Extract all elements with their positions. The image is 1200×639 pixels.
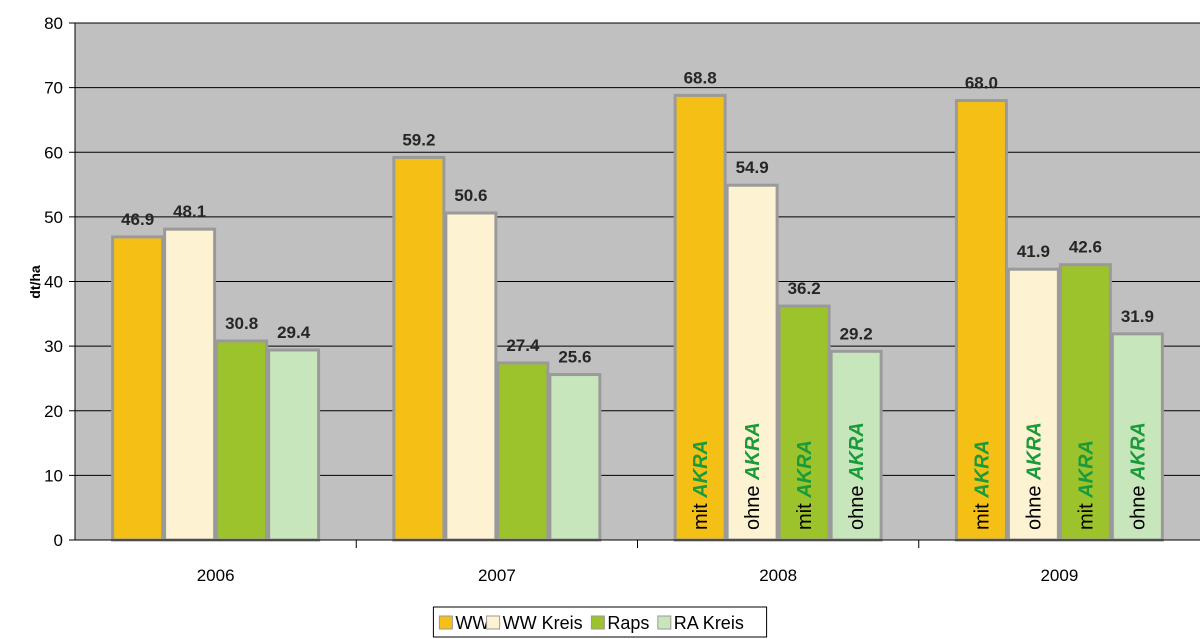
legend-swatch [438,615,453,630]
bar-raps [496,361,550,542]
data-label: 29.4 [277,323,311,342]
data-label: 29.2 [840,324,873,343]
bar-annotation: mit AKRA [971,440,993,530]
x-tick-label: 2007 [478,566,516,585]
data-label: 59.2 [402,130,435,149]
bar-ww [392,155,446,542]
data-label: 41.9 [1017,242,1050,261]
data-label: 48.1 [173,202,206,221]
legend-label: WW [455,613,489,633]
bar-ra-kreis [829,349,883,542]
data-label: 42.6 [1069,238,1102,257]
y-tick-label: 10 [44,466,63,485]
bars [111,93,1164,542]
y-tick-label: 70 [44,79,63,98]
y-tick-label: 80 [44,14,63,33]
annotation-akra: AKRA [690,440,712,499]
bar-ww [954,99,1008,542]
bar-ww [111,235,165,542]
annotation-akra: AKRA [846,422,868,481]
legend-swatch [590,615,605,630]
bar-ww-kreis [444,211,498,542]
bar-ra-kreis [548,373,602,542]
axes: 0 10 20 30 40 50 60 70 80 2006 2007 2008 2009 [44,14,1200,585]
annotation-prefix: ohne [742,480,764,530]
bar-raps [215,339,269,542]
y-tick-label: 50 [44,208,63,227]
annotation-prefix: mit [971,498,993,530]
y-tick-label: 20 [44,402,63,421]
annotation-akra: AKRA [1023,422,1045,481]
legend-label: Raps [607,613,649,633]
x-tick-label: 2009 [1040,566,1078,585]
data-label: 46.9 [121,210,154,229]
annotation-akra: AKRA [1127,422,1149,481]
bar-annotation: mit AKRA [1075,440,1097,530]
bar-annotation: ohne AKRA [1023,422,1045,530]
bar-ww [673,93,727,542]
data-label: 50.6 [454,186,487,205]
legend-label: WW Kreis [503,613,583,633]
bar-annotation: ohne AKRA [1127,422,1149,530]
legend: WW WW Kreis Raps RA Kreis [432,606,768,638]
bar-raps [777,304,831,542]
annotation-akra: AKRA [971,440,993,499]
bar-annotation: mit AKRA [690,440,712,530]
annotation-prefix: mit [1075,498,1097,530]
x-tick-label: 2008 [759,566,797,585]
bar-ww-kreis [163,227,217,542]
annotation-akra: AKRA [742,422,764,481]
x-tick-label: 2006 [197,566,235,585]
annotation-prefix: ohne [1023,480,1045,530]
bar-annotation: ohne AKRA [742,422,764,530]
value-labels: 46.9 48.1 30.8 29.4 59.2 50.6 27.4 25.6 68.8 54.9… [121,68,1154,366]
bar-annotation: ohne AKRA [846,422,868,530]
y-tick-label: 0 [54,531,63,550]
data-label: 36.2 [788,279,821,298]
data-label: 31.9 [1121,307,1154,326]
annotation-prefix: ohne [1127,480,1149,530]
legend-swatch [657,615,672,630]
annotation-prefix: mit [690,498,712,530]
annotation-akra: AKRA [794,440,816,499]
legend-label: RA Kreis [674,613,744,633]
y-tick-label: 30 [44,337,63,356]
data-label: 25.6 [558,348,591,367]
y-axis-title: dt/ha [27,265,43,299]
y-tick-label: 60 [44,143,63,162]
bar-raps [1058,263,1112,542]
annotation-prefix: ohne [846,480,868,530]
data-label: 27.4 [506,336,540,355]
bar-ra-kreis [1110,332,1164,542]
data-label: 30.8 [225,314,258,333]
annotation-prefix: mit [794,498,816,530]
bar-ww-kreis [1006,267,1060,542]
bar-ww-kreis [725,183,779,542]
annotation-akra: AKRA [1075,440,1097,499]
data-label: 68.8 [684,68,717,87]
legend-swatch [486,615,501,630]
y-tick-label: 40 [44,273,63,292]
bar-ra-kreis [267,348,321,542]
data-label: 54.9 [736,158,769,177]
bar-annotation: mit AKRA [794,440,816,530]
data-label: 68.0 [965,74,998,93]
